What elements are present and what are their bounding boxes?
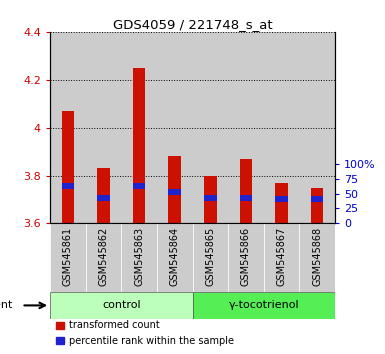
Bar <box>264 223 300 292</box>
Bar <box>204 176 216 223</box>
Text: GSM545864: GSM545864 <box>170 227 180 286</box>
Bar <box>311 188 323 223</box>
Text: GSM545866: GSM545866 <box>241 227 251 286</box>
Bar <box>50 223 85 292</box>
Bar <box>300 32 335 223</box>
Bar <box>50 292 192 319</box>
Text: γ-tocotrienol: γ-tocotrienol <box>228 301 299 310</box>
Text: GSM545867: GSM545867 <box>276 227 286 286</box>
Bar <box>240 159 252 223</box>
Bar <box>50 32 85 223</box>
Bar <box>264 32 300 223</box>
Text: GSM545862: GSM545862 <box>99 227 109 286</box>
Text: GSM545868: GSM545868 <box>312 227 322 286</box>
Bar <box>275 196 288 202</box>
Bar <box>97 195 110 201</box>
Bar <box>169 189 181 195</box>
Bar <box>97 169 110 223</box>
Bar <box>204 195 216 201</box>
Bar <box>228 32 264 223</box>
Text: GSM545861: GSM545861 <box>63 227 73 286</box>
Bar <box>192 292 335 319</box>
Bar <box>300 223 335 292</box>
Bar <box>311 196 323 202</box>
Bar <box>157 223 192 292</box>
Text: transformed count: transformed count <box>69 320 159 330</box>
Bar <box>192 32 228 223</box>
Bar <box>275 183 288 223</box>
Bar <box>121 32 157 223</box>
Bar <box>56 322 64 329</box>
Bar <box>240 195 252 201</box>
Bar <box>62 111 74 223</box>
Bar <box>121 223 157 292</box>
Bar <box>228 223 264 292</box>
Bar <box>85 32 121 223</box>
Text: GSM545863: GSM545863 <box>134 227 144 286</box>
Bar <box>62 183 74 189</box>
Text: agent: agent <box>0 301 13 310</box>
Text: percentile rank within the sample: percentile rank within the sample <box>69 336 234 346</box>
Bar <box>133 183 145 189</box>
Bar <box>157 32 192 223</box>
Bar <box>133 68 145 223</box>
Bar <box>56 337 64 344</box>
Text: control: control <box>102 301 141 310</box>
Bar <box>169 156 181 223</box>
Text: GSM545865: GSM545865 <box>205 227 215 286</box>
Bar <box>85 223 121 292</box>
Title: GDS4059 / 221748_s_at: GDS4059 / 221748_s_at <box>113 18 272 31</box>
Bar <box>192 223 228 292</box>
